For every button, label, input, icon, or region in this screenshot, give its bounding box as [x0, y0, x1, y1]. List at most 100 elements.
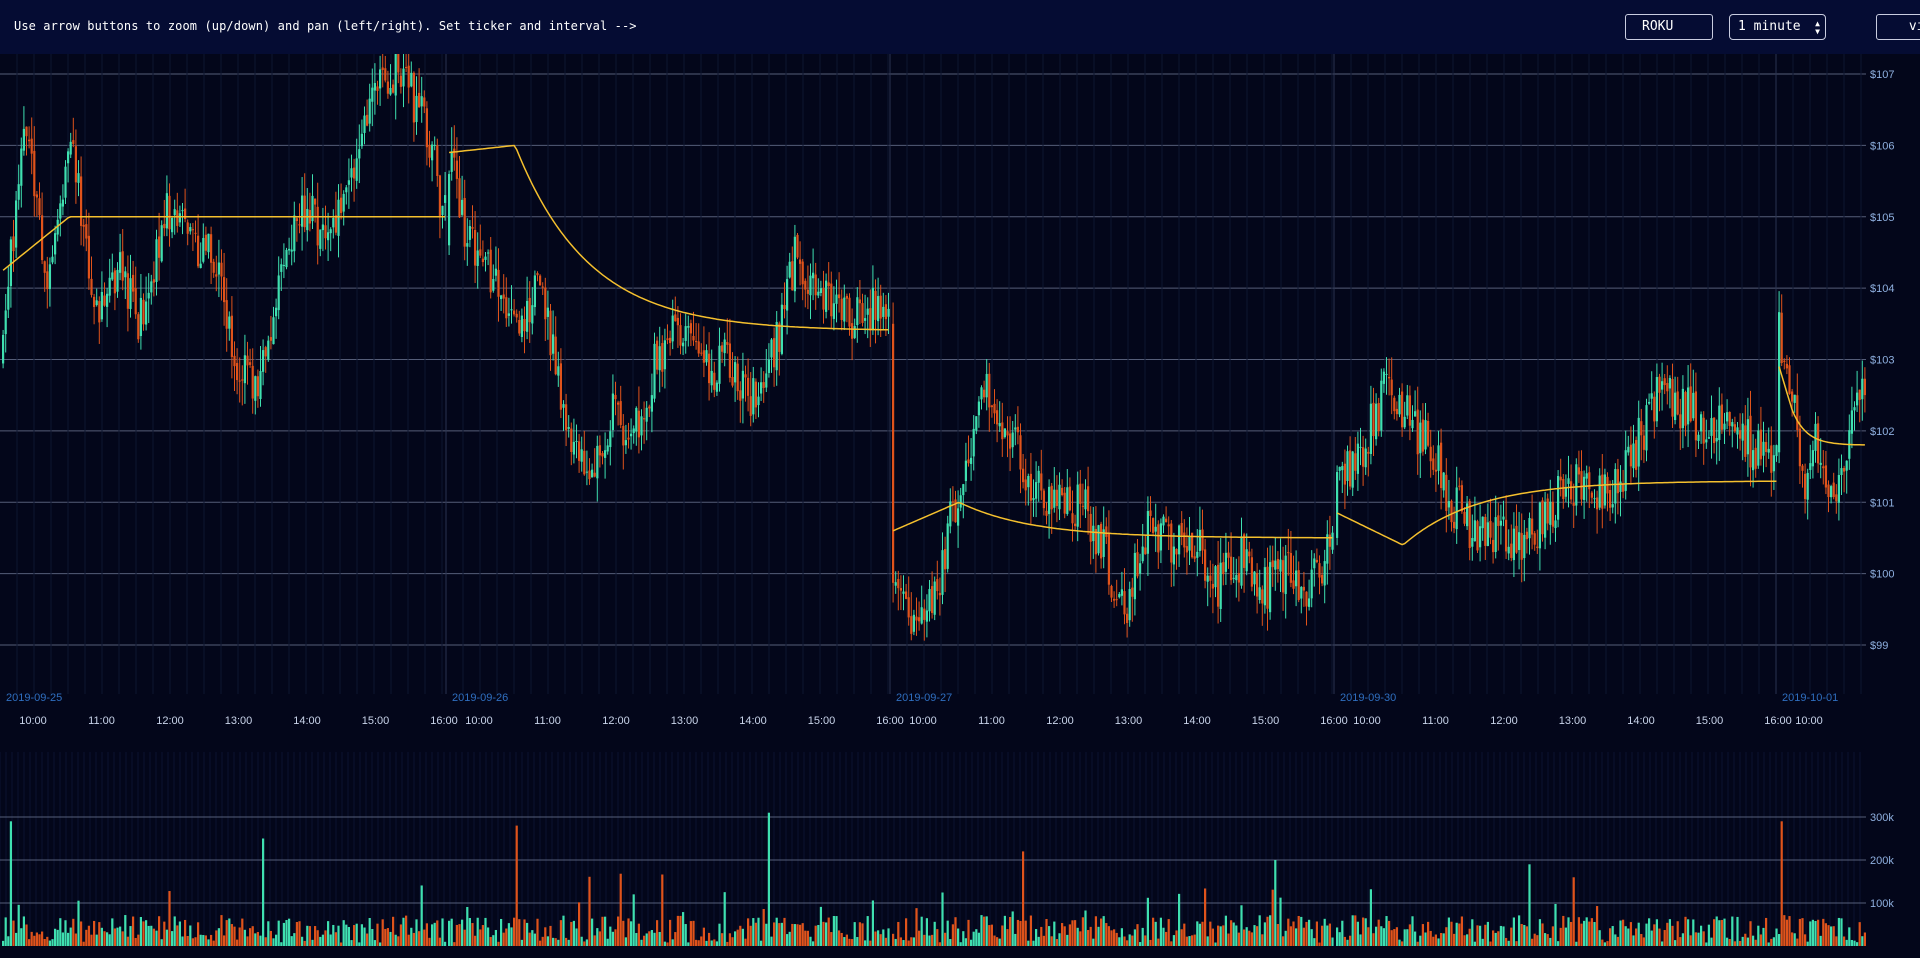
candle-body	[1596, 497, 1599, 510]
volume-bar	[1562, 915, 1565, 946]
candle-body	[1557, 476, 1560, 520]
volume-bar	[1079, 931, 1082, 946]
candle-body	[487, 252, 490, 254]
candle-body	[251, 365, 254, 399]
volume-bar	[1772, 937, 1775, 946]
volume-bar	[1692, 919, 1695, 946]
volume-bar	[1809, 921, 1812, 946]
candle-body	[1728, 412, 1731, 426]
volume-bar	[635, 933, 638, 946]
volume-bar	[191, 938, 194, 946]
volume-axis: 100k 200k 300k	[1870, 812, 1894, 910]
volume-bar	[1707, 924, 1710, 946]
volume-bar	[290, 936, 293, 946]
volume-bar	[327, 921, 330, 946]
volume-bar	[1713, 919, 1716, 946]
candle-body	[1544, 501, 1547, 538]
volume-bar	[567, 939, 570, 946]
volume-bar	[598, 931, 601, 946]
volume-bar	[1100, 918, 1103, 946]
volume-bar	[1032, 940, 1035, 946]
volume-bar	[1196, 921, 1199, 946]
candle-body	[1180, 522, 1183, 536]
candle-body	[168, 195, 171, 230]
chart-area[interactable]: $99 $100 $101 $102 $103 $104 $105 $106 $107 2019…	[0, 54, 1920, 958]
candle-body	[1416, 409, 1419, 455]
candle-body	[562, 404, 565, 408]
volume-bar	[61, 932, 64, 946]
volume-bar	[1250, 932, 1253, 946]
volume-bar	[1814, 920, 1817, 946]
volume-bar	[788, 931, 791, 946]
candle-body	[1666, 383, 1669, 392]
volume-bar	[783, 917, 786, 946]
volume-bar	[1856, 942, 1859, 946]
volume-bar	[796, 924, 799, 946]
candle-body	[695, 341, 698, 343]
candle-body	[147, 292, 150, 299]
candle-body	[884, 304, 887, 320]
candle-body	[77, 173, 80, 183]
volume-bar	[1796, 938, 1799, 946]
volume-bar	[1037, 936, 1040, 946]
volume-bar	[604, 916, 607, 946]
volume-bar	[1518, 915, 1521, 946]
candle-body	[843, 297, 846, 322]
candle-body	[804, 280, 807, 290]
volume-bar	[1861, 936, 1864, 946]
candle-body	[471, 227, 474, 229]
volume-bar	[1276, 923, 1279, 946]
volume-bar	[80, 921, 83, 946]
volume-bar	[288, 918, 291, 946]
volume-bar	[1087, 930, 1090, 946]
volume-bar	[1165, 931, 1168, 946]
volume-bar	[1113, 929, 1116, 946]
volume-bar	[399, 924, 402, 946]
volume-bar	[38, 934, 41, 946]
volume-bar	[1687, 919, 1690, 946]
volume-bar	[580, 936, 583, 946]
candle-body	[1364, 448, 1367, 468]
hour-tick-label: 13:00	[671, 715, 699, 727]
candle-body	[1832, 482, 1835, 498]
volume-bar	[1050, 936, 1053, 946]
volume-bar	[1752, 935, 1755, 946]
volume-bar	[1780, 821, 1783, 946]
candle-body	[819, 288, 822, 294]
candle-body	[207, 233, 210, 253]
volume-bar	[1559, 927, 1562, 946]
candle-body	[949, 501, 952, 527]
interval-select[interactable]: 1 minute ▲ ▼	[1729, 14, 1826, 40]
candle-body	[905, 591, 908, 599]
volume-bar	[7, 936, 10, 946]
volume-bar	[1499, 925, 1502, 946]
volume-bar	[962, 931, 965, 946]
candle-body	[1863, 378, 1866, 396]
candle-body	[54, 233, 57, 255]
volume-bar	[606, 938, 609, 946]
volume-bar	[74, 933, 77, 946]
view-button[interactable]: view	[1876, 14, 1920, 40]
candle-body	[1593, 498, 1596, 500]
volume-bar	[1606, 941, 1609, 946]
volume-bar	[817, 924, 820, 946]
volume-bar	[41, 931, 44, 946]
volume-bar	[1042, 935, 1045, 946]
volume-bar	[1217, 925, 1220, 946]
candle-body	[1040, 473, 1043, 491]
volume-bar	[220, 915, 223, 946]
candle-body	[1466, 503, 1469, 527]
candle-body	[593, 472, 596, 477]
volume-bar	[1269, 915, 1272, 946]
ticker-input[interactable]: ROKU	[1625, 14, 1713, 40]
volume-bar	[64, 920, 67, 946]
candle-body	[728, 343, 731, 378]
candle-body	[113, 270, 116, 294]
volume-bar	[1097, 926, 1100, 946]
candle-body	[51, 256, 54, 263]
candle-body	[1629, 444, 1632, 467]
volume-bar	[959, 942, 962, 946]
volume-bar	[827, 917, 830, 946]
volume-bar	[228, 918, 231, 946]
volume-bar	[301, 936, 304, 946]
